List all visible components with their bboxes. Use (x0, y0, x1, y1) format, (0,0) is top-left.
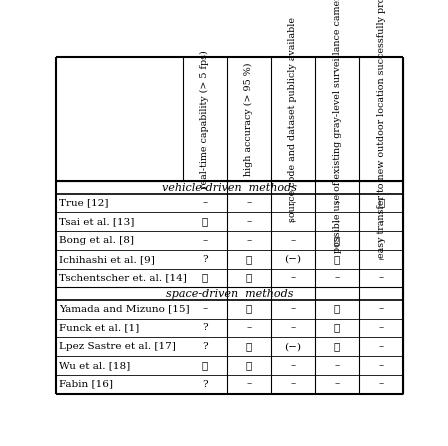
Text: possible use of existing gray-level surveillance cameras: possible use of existing gray-level surv… (332, 0, 341, 253)
Text: ?: ? (202, 342, 207, 351)
Text: ?: ? (202, 380, 207, 388)
Text: Bong et al. [8]: Bong et al. [8] (59, 236, 134, 245)
Text: –: – (335, 198, 340, 207)
Text: Lpez Sastre et al. [17]: Lpez Sastre et al. [17] (59, 342, 176, 351)
Text: real-time capability (> 5 fps): real-time capability (> 5 fps) (200, 50, 209, 189)
Text: space-driven  methods: space-driven methods (166, 289, 293, 299)
Text: (−): (−) (284, 255, 302, 264)
Text: –: – (335, 380, 340, 388)
Text: (−): (−) (284, 342, 302, 351)
Text: ✓: ✓ (246, 342, 252, 351)
Text: Wu et al. [18]: Wu et al. [18] (59, 361, 130, 370)
Text: ?: ? (202, 323, 207, 332)
Text: Funck et al. [1]: Funck et al. [1] (59, 323, 139, 332)
Text: –: – (335, 361, 340, 370)
Text: –: – (290, 323, 296, 332)
Text: –: – (290, 236, 296, 245)
Text: –: – (379, 255, 384, 264)
Text: ✓: ✓ (334, 305, 340, 314)
Text: –: – (290, 217, 296, 226)
Text: –: – (246, 236, 251, 245)
Text: –: – (335, 217, 340, 226)
Text: –: – (379, 273, 384, 283)
Text: ✓: ✓ (334, 342, 340, 351)
Text: ✓: ✓ (202, 273, 208, 283)
Text: –: – (290, 361, 296, 370)
Text: –: – (246, 217, 251, 226)
Text: –: – (379, 361, 384, 370)
Text: –: – (290, 198, 296, 207)
Text: –: – (246, 198, 251, 207)
Text: –: – (202, 236, 207, 245)
Text: Fabin [16]: Fabin [16] (59, 380, 113, 388)
Text: ✓: ✓ (202, 361, 208, 370)
Text: –: – (290, 273, 296, 283)
Text: –: – (202, 198, 207, 207)
Text: –: – (379, 342, 384, 351)
Text: –: – (290, 380, 296, 388)
Text: ✓: ✓ (334, 255, 340, 264)
Text: –: – (246, 323, 251, 332)
Text: –: – (202, 305, 207, 314)
Text: –: – (379, 380, 384, 388)
Text: ?: ? (202, 255, 207, 264)
Text: Tsai et al. [13]: Tsai et al. [13] (59, 217, 134, 226)
Text: ✓: ✓ (334, 323, 340, 332)
Text: ✓: ✓ (246, 273, 252, 283)
Text: –: – (379, 236, 384, 245)
Text: –: – (379, 217, 384, 226)
Text: easy transfer to new outdoor location successfully proved: easy transfer to new outdoor location su… (377, 0, 386, 258)
Text: ✓: ✓ (246, 361, 252, 370)
Text: –: – (379, 323, 384, 332)
Text: Ichihashi et al. [9]: Ichihashi et al. [9] (59, 255, 155, 264)
Text: Tschentscher et. al. [14]: Tschentscher et. al. [14] (59, 273, 187, 283)
Text: –: – (246, 380, 251, 388)
Text: ✓: ✓ (334, 236, 340, 245)
Text: –: – (290, 305, 296, 314)
Text: ✓: ✓ (246, 305, 252, 314)
Text: –: – (379, 305, 384, 314)
Text: vehicle-driven  methods: vehicle-driven methods (162, 182, 297, 193)
Text: ✓: ✓ (202, 217, 208, 226)
Text: True [12]: True [12] (59, 198, 108, 207)
Text: Yamada and Mizuno [15]: Yamada and Mizuno [15] (59, 305, 190, 314)
Text: ✓: ✓ (378, 198, 384, 207)
Text: –: – (335, 273, 340, 283)
Text: high accuracy (> 95 %): high accuracy (> 95 %) (244, 62, 254, 176)
Text: ✓: ✓ (246, 255, 252, 264)
Text: source code and dataset publicly available: source code and dataset publicly availab… (289, 17, 297, 222)
